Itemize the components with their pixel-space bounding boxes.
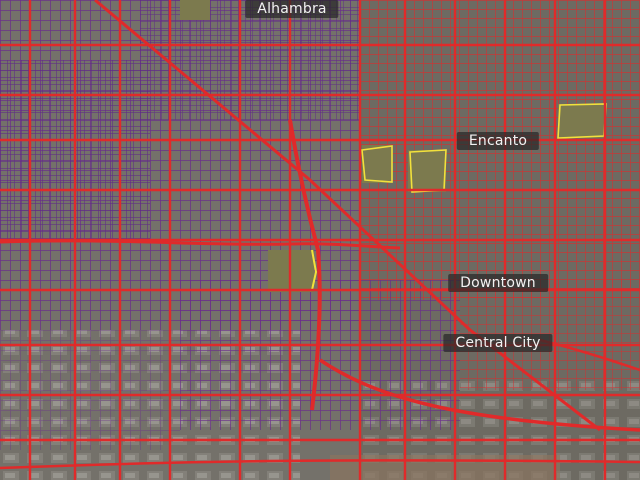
residential-north	[140, 0, 360, 120]
park	[558, 104, 606, 138]
south-dirt	[330, 455, 560, 480]
diagonal-avenue	[94, 0, 601, 432]
place-label-alhambra[interactable]: Alhambra	[245, 0, 339, 18]
park	[180, 0, 210, 20]
freeway	[288, 119, 322, 411]
residential-east	[360, 0, 640, 300]
freeway	[0, 239, 401, 250]
place-label-downtown[interactable]: Downtown	[448, 274, 548, 292]
place-label-encanto[interactable]: Encanto	[456, 132, 540, 150]
park-outline	[361, 145, 393, 183]
place-label-central-city[interactable]: Central City	[443, 334, 553, 352]
park-outline	[311, 249, 318, 291]
residential-southwest	[0, 330, 180, 450]
park	[408, 150, 446, 192]
freeway	[319, 358, 640, 432]
park	[362, 145, 392, 183]
rail-line	[0, 459, 640, 470]
